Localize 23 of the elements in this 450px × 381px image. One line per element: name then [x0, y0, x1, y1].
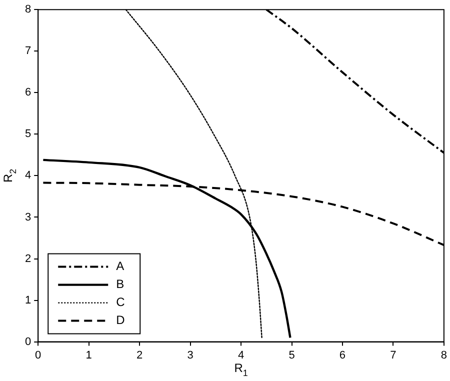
y-tick-label: 2 — [24, 252, 32, 265]
y-axis-title: R2 — [1, 168, 18, 183]
legend-label: B — [116, 277, 124, 292]
y-tick-label: 4 — [24, 170, 32, 182]
y-tick-label: 8 — [24, 4, 32, 16]
x-tick-label: 2 — [136, 349, 143, 362]
x-tick-label: 6 — [339, 349, 346, 362]
x-tick-label: 3 — [187, 349, 194, 362]
y-tick-label: 1 — [24, 294, 32, 306]
y-tick-label: 3 — [24, 211, 32, 224]
y-tick-label: 0 — [24, 336, 32, 348]
y-tick-label: 5 — [24, 128, 32, 140]
x-tick-label: 5 — [288, 349, 295, 362]
x-tick-label: 1 — [86, 349, 92, 362]
x-tick-label: 7 — [390, 349, 396, 362]
legend-label: D — [116, 313, 126, 328]
x-tick-label: 8 — [440, 349, 448, 362]
x-tick-label: 4 — [238, 349, 244, 362]
legend-label: A — [116, 259, 124, 274]
y-tick-label: 6 — [24, 86, 32, 99]
y-tick-label: 7 — [24, 45, 32, 58]
legend-label: C — [116, 295, 126, 310]
x-tick-label: 0 — [35, 349, 42, 362]
